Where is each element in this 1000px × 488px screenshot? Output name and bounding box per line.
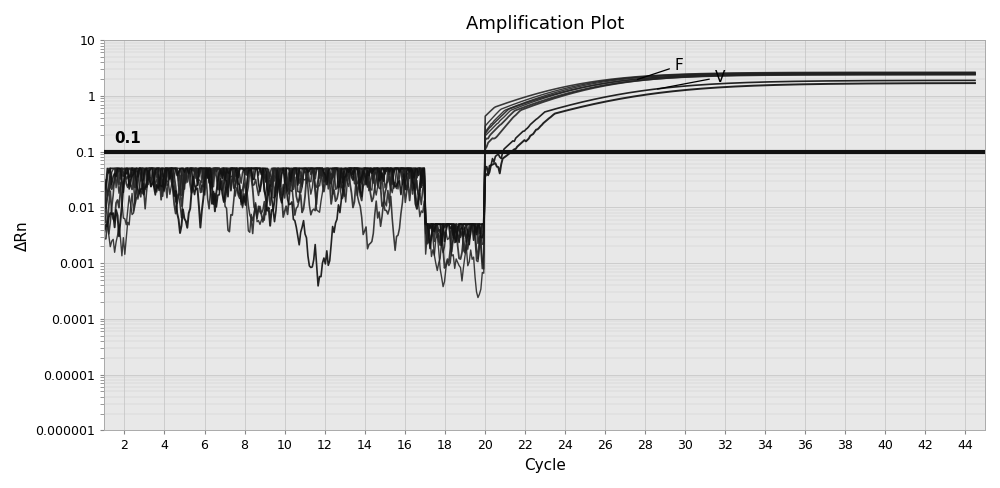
Text: V: V [658, 70, 725, 89]
Title: Amplification Plot: Amplification Plot [466, 15, 624, 33]
Text: 0.1: 0.1 [114, 131, 141, 146]
Y-axis label: ΔRn: ΔRn [15, 220, 30, 250]
Text: F: F [637, 58, 684, 80]
X-axis label: Cycle: Cycle [524, 458, 566, 473]
